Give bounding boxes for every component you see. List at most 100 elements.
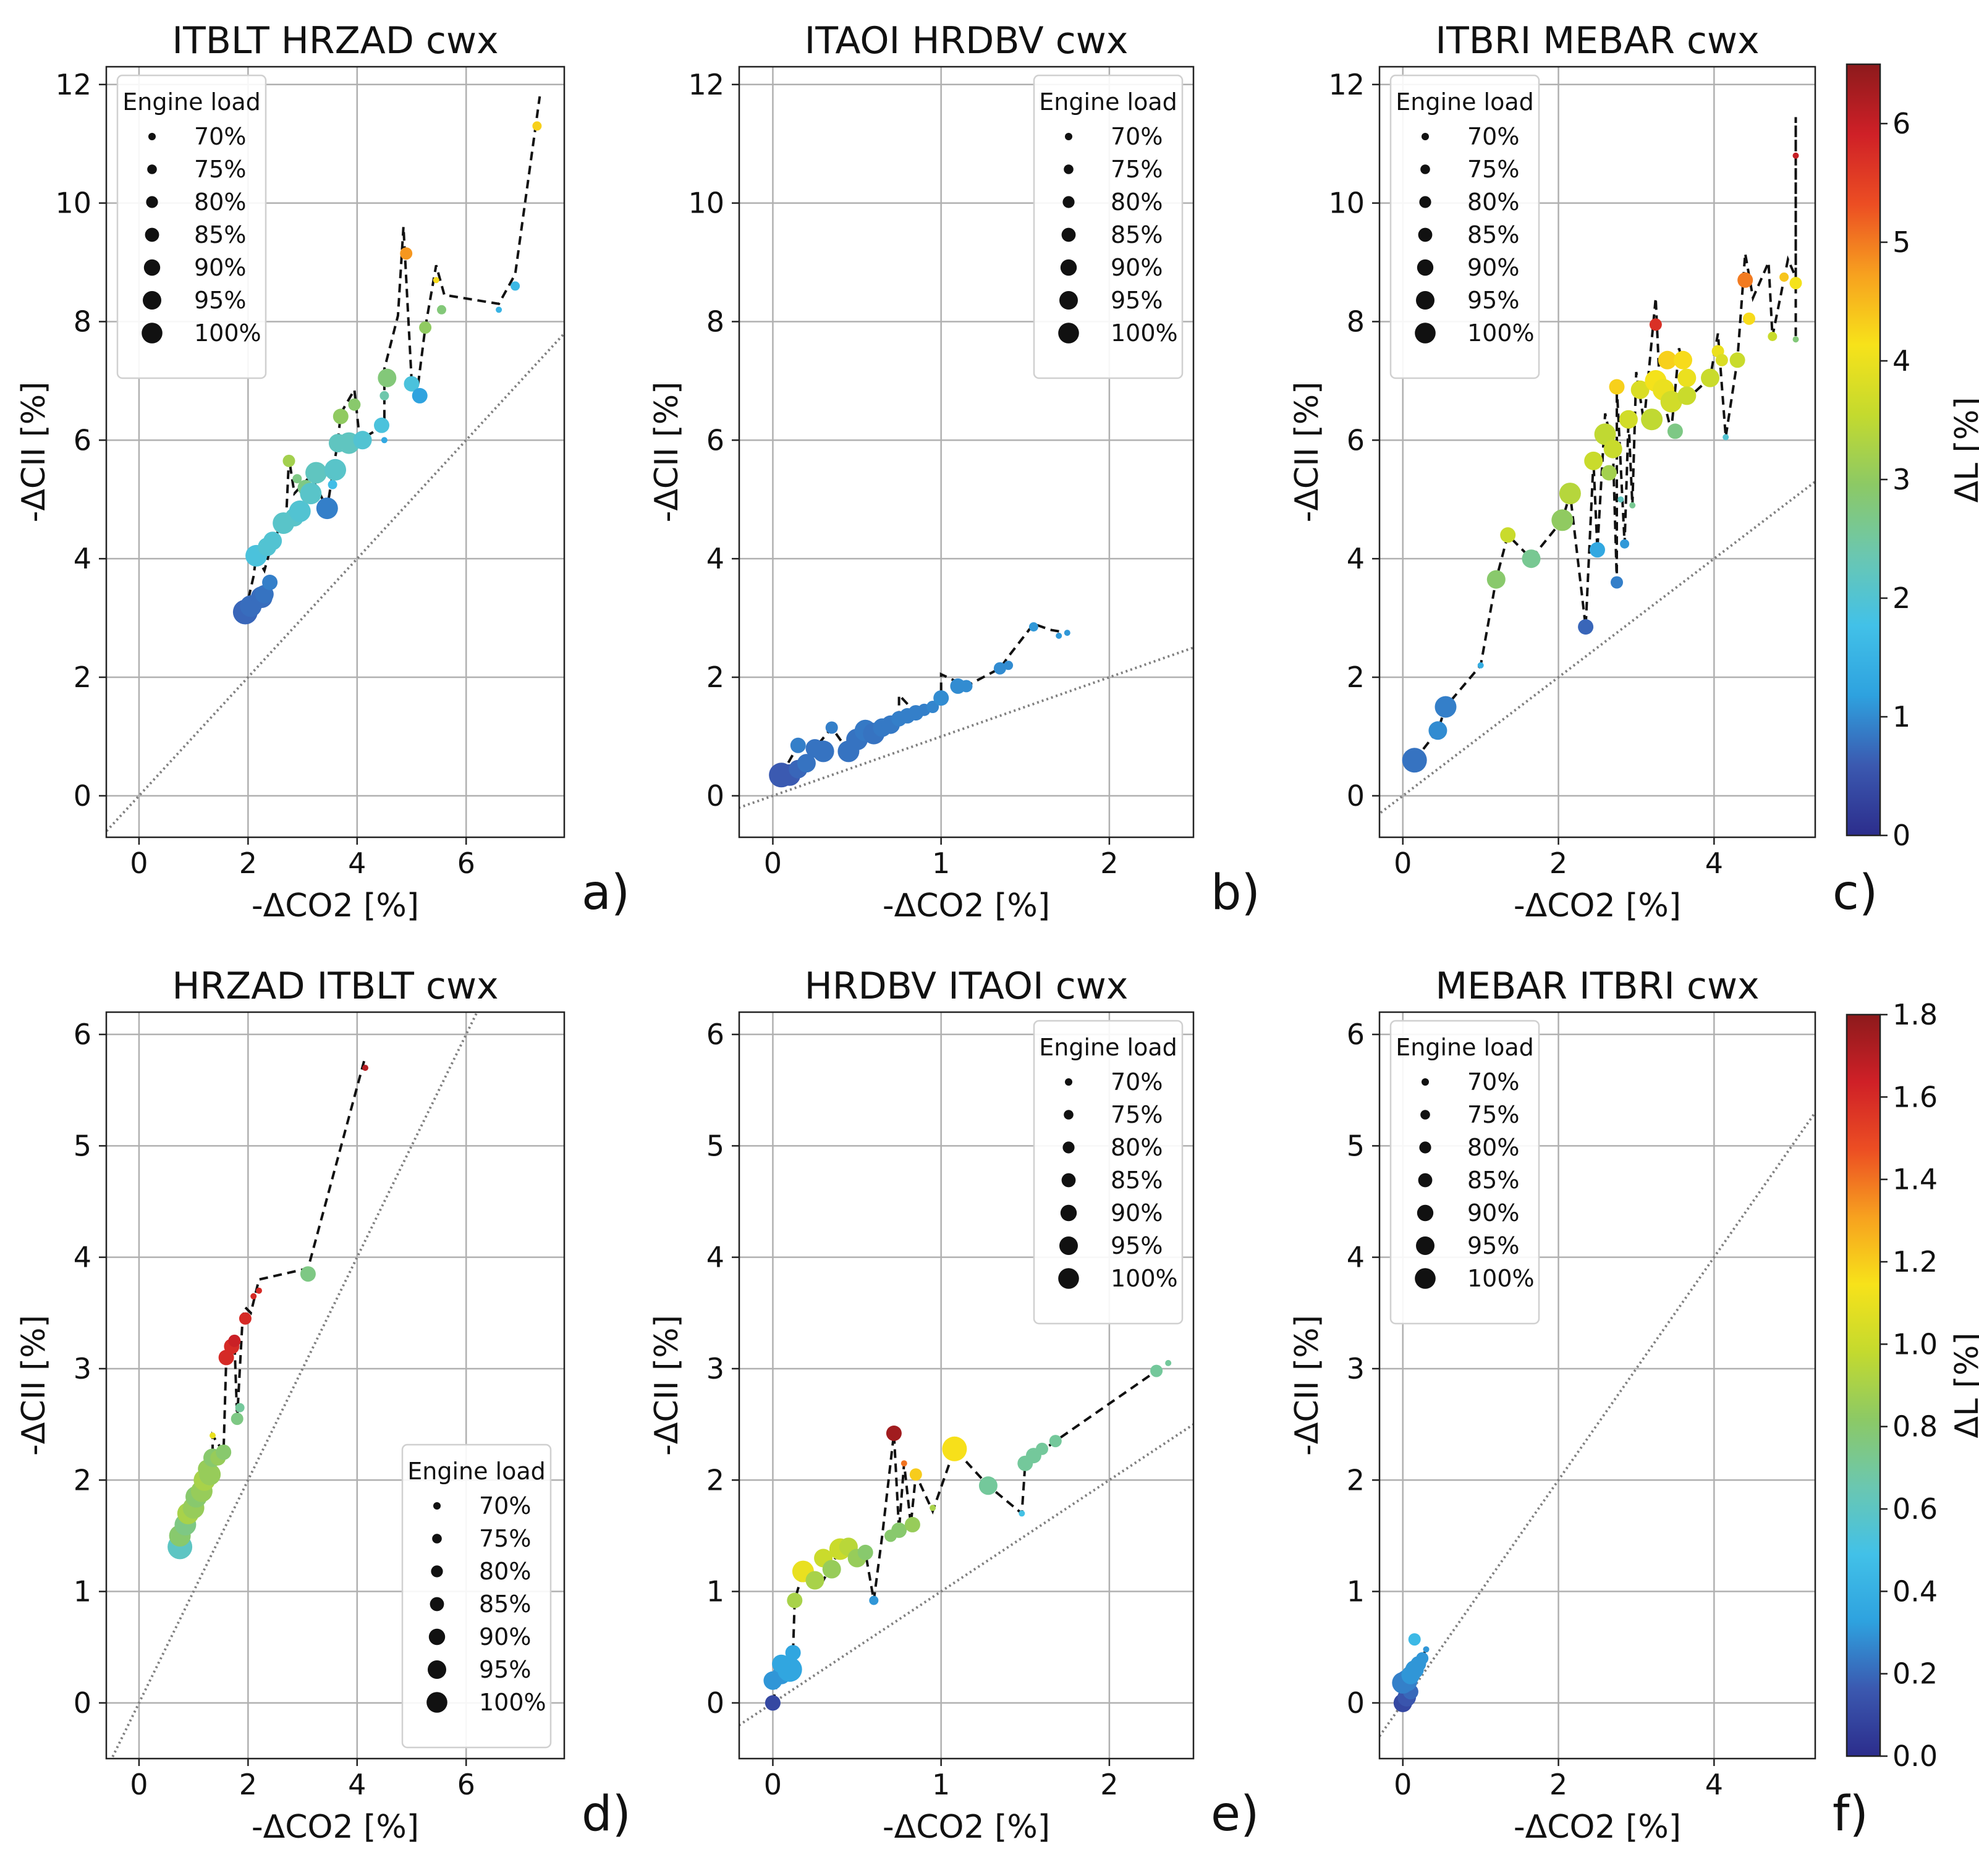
legend: Engine load 70% 75% 80% 85% 90% 95% 100% xyxy=(1389,74,1540,379)
colorbar-tick-label: 1 xyxy=(1892,700,1910,733)
data-point xyxy=(1677,386,1697,405)
x-axis-label: -ΔCO2 [%] xyxy=(1514,1809,1681,1846)
y-tick-label: 0 xyxy=(706,779,724,813)
data-point xyxy=(1028,622,1038,632)
legend-entry: 90% xyxy=(479,1623,531,1650)
legend-entry: 85% xyxy=(1111,221,1163,248)
legend-marker xyxy=(1058,323,1079,344)
legend-marker xyxy=(1416,291,1434,310)
data-point xyxy=(1594,423,1616,446)
legend-title: Engine load xyxy=(122,88,261,116)
y-tick-label: 10 xyxy=(688,187,724,220)
legend-entry: 75% xyxy=(1111,1101,1163,1128)
x-tick-label: 2 xyxy=(1100,847,1118,880)
data-point xyxy=(324,458,346,481)
legend-marker xyxy=(426,1692,447,1713)
colorbar-tick-label: 1.0 xyxy=(1892,1327,1938,1361)
legend-entry: 70% xyxy=(479,1492,531,1519)
colorbar-tick-label: 6 xyxy=(1892,107,1910,140)
y-tick-label: 12 xyxy=(1328,68,1365,101)
y-tick-label: 8 xyxy=(1347,305,1365,338)
x-tick-label: 2 xyxy=(239,847,257,880)
data-point xyxy=(797,754,816,773)
colorbar-tick-label: 1.6 xyxy=(1892,1080,1938,1113)
y-tick-label: 0 xyxy=(706,1686,724,1720)
legend-marker xyxy=(1415,323,1436,344)
data-point xyxy=(239,1312,252,1325)
y-tick-label: 6 xyxy=(706,1018,724,1051)
y-tick-label: 8 xyxy=(706,305,724,338)
plot-area xyxy=(739,622,1193,809)
x-tick-label: 0 xyxy=(1394,847,1412,880)
data-point xyxy=(1723,434,1729,441)
legend-entry: 85% xyxy=(1111,1167,1163,1194)
plot-area xyxy=(110,1012,479,1759)
data-point xyxy=(930,1505,936,1511)
data-point xyxy=(785,1645,801,1661)
data-point xyxy=(1522,549,1541,568)
legend-entry: 75% xyxy=(1111,156,1163,183)
legend-marker xyxy=(432,1534,442,1544)
data-point xyxy=(904,1516,920,1532)
y-tick-label: 1 xyxy=(74,1575,91,1608)
legend-entry: 70% xyxy=(1467,1068,1519,1096)
plot-area xyxy=(739,1359,1193,1727)
y-tick-label: 12 xyxy=(55,68,91,101)
data-point xyxy=(822,1560,841,1579)
data-point xyxy=(1737,272,1753,288)
data-point xyxy=(909,1468,922,1481)
chart-title: ITBRI MEBAR cwx xyxy=(1435,19,1759,62)
data-point xyxy=(1402,748,1427,773)
data-point xyxy=(1603,439,1622,458)
panel-label: b) xyxy=(1211,865,1260,921)
data-point xyxy=(1578,619,1594,635)
identity-line xyxy=(739,646,1193,809)
legend-marker xyxy=(1059,1236,1078,1255)
data-point xyxy=(263,531,282,551)
legend-marker xyxy=(1418,227,1433,242)
identity-line xyxy=(106,331,564,834)
y-tick-label: 1 xyxy=(706,1575,724,1608)
legend-marker xyxy=(1417,1204,1434,1222)
legend-marker xyxy=(1062,1141,1075,1154)
y-tick-label: 2 xyxy=(706,661,724,694)
legend-entry: 85% xyxy=(194,221,246,248)
legend-title: Engine load xyxy=(1039,88,1177,116)
legend: Engine load 70% 75% 80% 85% 90% 95% 100% xyxy=(401,1443,552,1749)
x-tick-label: 4 xyxy=(348,1768,366,1801)
data-point xyxy=(379,391,389,400)
chart-title: MEBAR ITBRI cwx xyxy=(1435,965,1759,1008)
legend-entry: 70% xyxy=(1111,1068,1163,1096)
legend-marker xyxy=(142,323,163,344)
colorbar-gradient-bar xyxy=(1846,63,1881,837)
legend-entry: 75% xyxy=(1467,1101,1519,1128)
data-point xyxy=(1792,152,1799,159)
legend-marker xyxy=(1065,133,1072,140)
colorbar-tick-label: 1.2 xyxy=(1892,1245,1938,1278)
data-point xyxy=(231,1413,244,1426)
legend-marker xyxy=(1417,259,1434,276)
data-point xyxy=(250,1293,257,1299)
y-tick-label: 4 xyxy=(706,1241,724,1274)
y-tick-label: 5 xyxy=(74,1129,91,1162)
legend: Engine load 70% 75% 80% 85% 90% 95% 100% xyxy=(1033,1020,1184,1325)
data-point xyxy=(1674,350,1692,370)
legend-entry: 100% xyxy=(1111,319,1178,347)
data-point xyxy=(1165,1359,1172,1366)
trend-line xyxy=(244,96,541,612)
data-point xyxy=(378,368,397,387)
legend-title: Engine load xyxy=(1396,1034,1534,1061)
data-point xyxy=(1715,353,1728,366)
y-axis-label: -ΔCII [%] xyxy=(648,1315,685,1456)
legend-entry: 100% xyxy=(1467,319,1535,347)
y-tick-label: 6 xyxy=(74,1018,91,1051)
panel-label: c) xyxy=(1833,865,1878,921)
legend-marker xyxy=(1416,1236,1434,1255)
data-point xyxy=(228,1334,241,1347)
legend-marker xyxy=(1059,291,1078,310)
legend: Engine load 70% 75% 80% 85% 90% 95% 100% xyxy=(1389,1020,1540,1325)
y-tick-label: 0 xyxy=(74,779,91,813)
legend-marker xyxy=(1419,196,1431,208)
